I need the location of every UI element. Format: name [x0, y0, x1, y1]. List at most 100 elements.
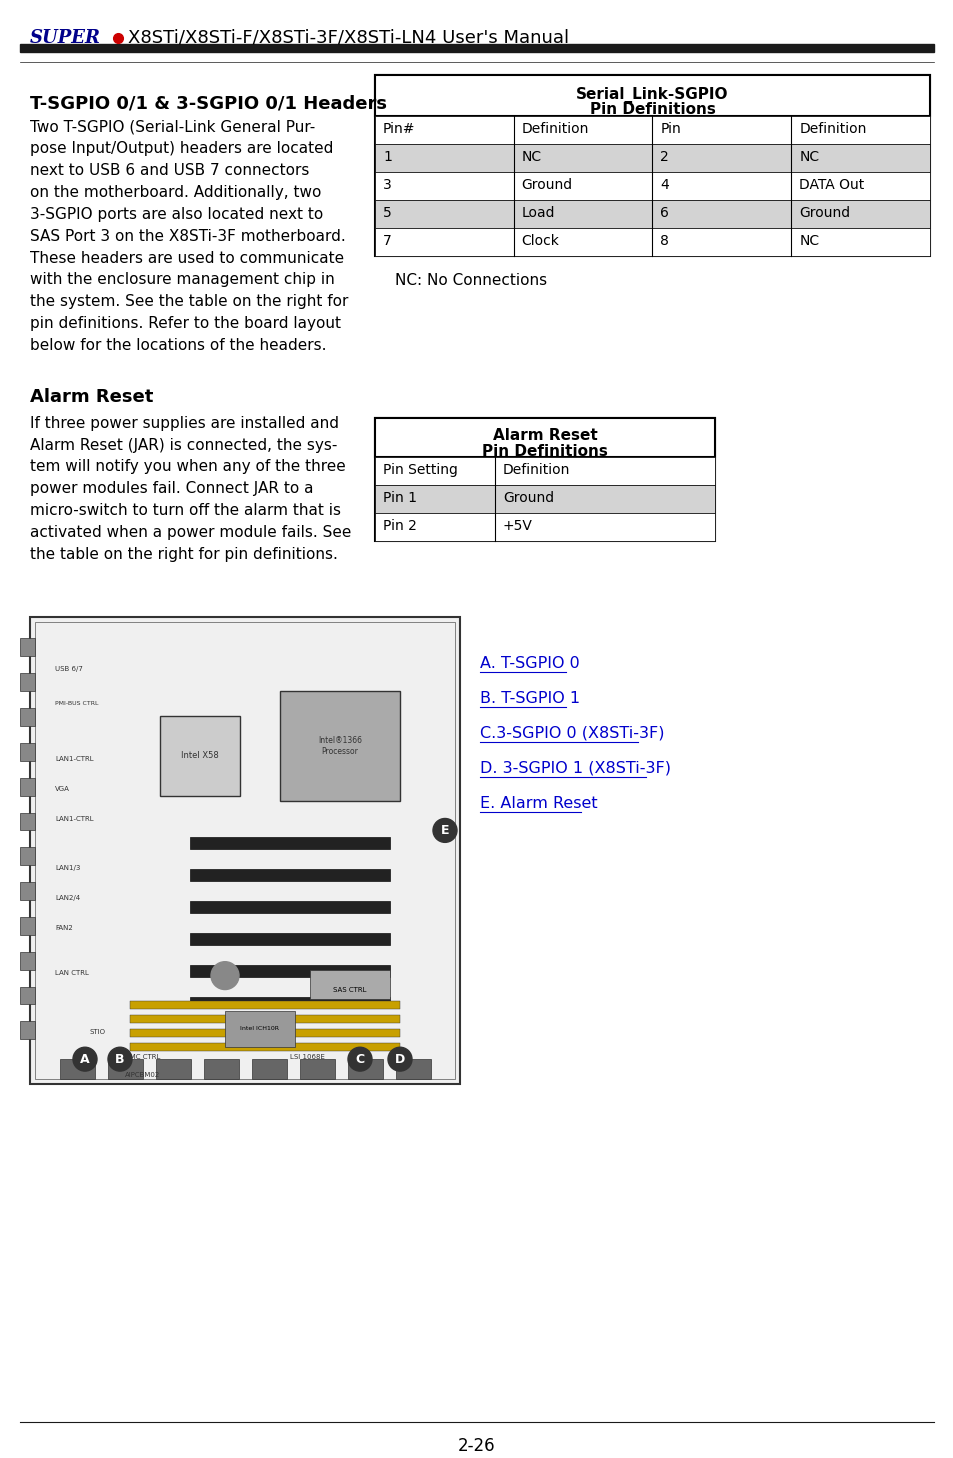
Text: LAN1/3: LAN1/3: [55, 865, 80, 872]
Circle shape: [211, 962, 239, 990]
Text: Ground: Ground: [502, 491, 554, 506]
Bar: [190, 996, 390, 1009]
Text: 1: 1: [382, 150, 392, 165]
Text: USB 6/7: USB 6/7: [55, 666, 83, 672]
Bar: [375, 486, 714, 513]
Bar: [30, 617, 459, 1085]
Text: micro-switch to turn off the alarm that is: micro-switch to turn off the alarm that …: [30, 503, 340, 518]
Text: SUPER: SUPER: [30, 29, 101, 47]
Text: 5: 5: [382, 206, 392, 220]
Text: C.3-SGPIO 0 (X8STi-3F): C.3-SGPIO 0 (X8STi-3F): [479, 726, 664, 741]
Text: Load: Load: [521, 206, 555, 220]
Bar: [20, 917, 35, 935]
Text: Clock: Clock: [521, 233, 559, 248]
Bar: [20, 709, 35, 726]
Bar: [299, 1059, 335, 1079]
Text: NC: NC: [521, 150, 541, 165]
Bar: [130, 1015, 399, 1024]
Bar: [348, 1059, 382, 1079]
Bar: [156, 1059, 191, 1079]
Bar: [204, 1059, 239, 1079]
Bar: [375, 458, 714, 486]
Text: A: A: [80, 1053, 90, 1066]
Bar: [252, 1059, 287, 1079]
Text: NC: NC: [799, 150, 819, 165]
Bar: [375, 117, 929, 144]
Text: X8STi/X8STi-F/X8STi-3F/X8STi-LN4 User's Manual: X8STi/X8STi-F/X8STi-3F/X8STi-LN4 User's …: [128, 29, 569, 47]
Circle shape: [73, 1047, 97, 1072]
Text: If three power supplies are installed and: If three power supplies are installed an…: [30, 416, 338, 430]
Text: Pin Definitions: Pin Definitions: [481, 443, 607, 459]
Circle shape: [433, 818, 456, 843]
Text: FAN2: FAN2: [55, 924, 72, 930]
Text: Intel ICH10R: Intel ICH10R: [240, 1026, 279, 1031]
Text: activated when a power module fails. See: activated when a power module fails. See: [30, 525, 351, 539]
Bar: [20, 1022, 35, 1040]
Text: Alarm Reset: Alarm Reset: [492, 427, 597, 443]
Bar: [20, 674, 35, 691]
Text: 6: 6: [659, 206, 669, 220]
Text: B: B: [115, 1053, 125, 1066]
Bar: [310, 970, 390, 1000]
Text: 8: 8: [659, 233, 669, 248]
Bar: [190, 837, 390, 850]
Text: LSI 1068E: LSI 1068E: [290, 1054, 325, 1060]
Text: PMI-BUS CTRL: PMI-BUS CTRL: [55, 701, 98, 706]
Text: below for the locations of the headers.: below for the locations of the headers.: [30, 338, 326, 353]
Bar: [160, 716, 240, 796]
Text: 3: 3: [382, 178, 392, 192]
Text: Serial_Link-SGPIO: Serial_Link-SGPIO: [576, 86, 728, 102]
Text: next to USB 6 and USB 7 connectors: next to USB 6 and USB 7 connectors: [30, 163, 309, 178]
Bar: [20, 44, 933, 51]
Text: Alarm Reset: Alarm Reset: [30, 388, 153, 405]
Text: E: E: [440, 824, 449, 837]
Text: LAN1-CTRL: LAN1-CTRL: [55, 815, 93, 821]
Bar: [395, 1059, 431, 1079]
Bar: [20, 777, 35, 796]
Bar: [225, 1012, 294, 1047]
Bar: [190, 901, 390, 913]
Text: A. T-SGPIO 0: A. T-SGPIO 0: [479, 656, 579, 671]
Circle shape: [108, 1047, 132, 1072]
Text: Battery: Battery: [214, 972, 234, 978]
Text: DATA Out: DATA Out: [799, 178, 863, 192]
Text: Alarm Reset (JAR) is connected, the sys-: Alarm Reset (JAR) is connected, the sys-: [30, 437, 337, 452]
Circle shape: [388, 1047, 412, 1072]
Text: +5V: +5V: [502, 519, 533, 534]
Bar: [190, 869, 390, 881]
Bar: [375, 74, 929, 255]
Text: BMC CTRL: BMC CTRL: [125, 1054, 160, 1060]
Text: Definition: Definition: [521, 122, 589, 137]
Text: 7: 7: [382, 233, 392, 248]
Text: on the motherboard. Additionally, two: on the motherboard. Additionally, two: [30, 185, 321, 200]
Bar: [375, 74, 929, 117]
Text: Definition: Definition: [799, 122, 865, 137]
Bar: [20, 639, 35, 656]
Text: These headers are used to communicate: These headers are used to communicate: [30, 251, 344, 265]
Text: LAN1-CTRL: LAN1-CTRL: [55, 755, 93, 763]
Bar: [130, 1029, 399, 1037]
Text: NC: NC: [799, 233, 819, 248]
Text: LAN2/4: LAN2/4: [55, 895, 80, 901]
Text: the system. See the table on the right for: the system. See the table on the right f…: [30, 295, 348, 309]
Bar: [20, 847, 35, 865]
Bar: [190, 933, 390, 945]
Text: STIO: STIO: [90, 1029, 106, 1035]
Text: Pin Definitions: Pin Definitions: [589, 102, 715, 118]
Text: Pin Setting: Pin Setting: [382, 464, 457, 477]
Circle shape: [348, 1047, 372, 1072]
Text: 2: 2: [659, 150, 669, 165]
Text: Pin: Pin: [659, 122, 680, 137]
Text: T-SGPIO 0/1 & 3-SGPIO 0/1 Headers: T-SGPIO 0/1 & 3-SGPIO 0/1 Headers: [30, 95, 387, 112]
Text: LAN CTRL: LAN CTRL: [55, 970, 89, 975]
Text: pin definitions. Refer to the board layout: pin definitions. Refer to the board layo…: [30, 316, 340, 331]
Bar: [375, 417, 714, 541]
Bar: [375, 513, 714, 541]
Bar: [130, 1044, 399, 1051]
Text: Pin 2: Pin 2: [382, 519, 416, 534]
Text: D. 3-SGPIO 1 (X8STi-3F): D. 3-SGPIO 1 (X8STi-3F): [479, 761, 670, 776]
Text: B. T-SGPIO 1: B. T-SGPIO 1: [479, 691, 579, 706]
Bar: [20, 744, 35, 761]
Bar: [375, 144, 929, 172]
Bar: [20, 987, 35, 1005]
